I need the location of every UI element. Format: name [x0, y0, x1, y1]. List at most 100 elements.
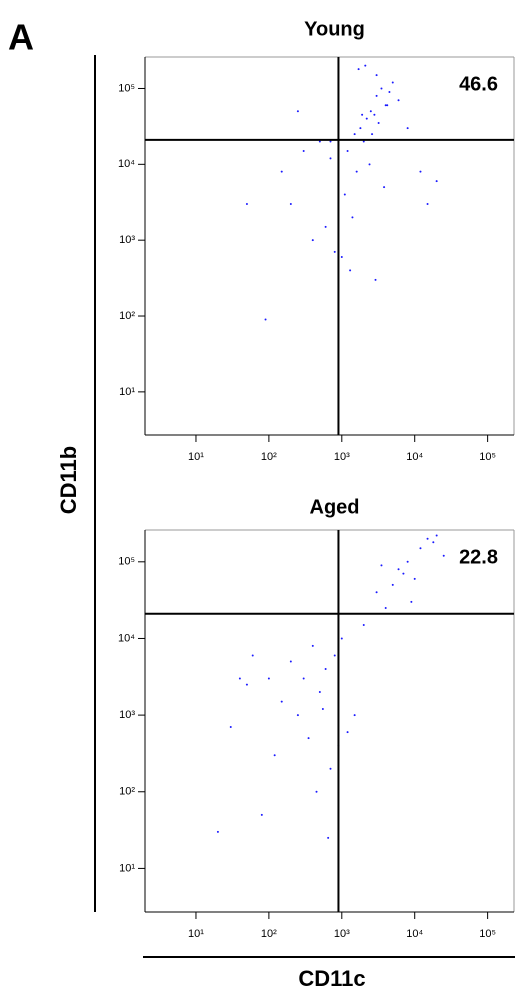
event-dot [329, 767, 332, 770]
event-dot [435, 534, 438, 537]
event-dot [426, 537, 429, 540]
event-dot [273, 754, 276, 757]
event-dot [362, 623, 365, 626]
event-dot [280, 700, 283, 703]
event-dot [413, 577, 416, 580]
event-dot [251, 654, 254, 657]
x-tick-label: 10¹ [188, 451, 204, 463]
event-dot [333, 654, 336, 657]
event-dot [353, 133, 356, 136]
event-dot [302, 149, 305, 152]
quadrant-percent: 22.8 [459, 546, 498, 568]
event-dot [391, 583, 394, 586]
event-dot [346, 731, 349, 734]
x-tick-label: 10⁵ [479, 451, 496, 463]
event-dot [280, 170, 283, 173]
event-dot [349, 269, 352, 272]
event-dot [346, 149, 349, 152]
x-tick-label: 10³ [334, 451, 350, 463]
event-dot [373, 113, 376, 116]
event-dot [419, 547, 422, 550]
event-dot [371, 133, 374, 136]
y-tick-label: 10³ [119, 234, 135, 246]
event-dot [302, 677, 305, 680]
event-dot [327, 836, 330, 839]
event-dot [307, 737, 310, 740]
event-dot [311, 239, 314, 242]
event-dot [402, 572, 405, 575]
event-dot [419, 170, 422, 173]
panel-label: A [8, 17, 34, 58]
x-tick-label: 10⁴ [406, 928, 423, 940]
event-dot [321, 708, 324, 711]
y-axis-label: CD11b [56, 446, 81, 514]
event-dot [289, 660, 292, 663]
event-dot [260, 813, 263, 816]
y-tick-label: 10¹ [119, 862, 135, 874]
y-tick-label: 10⁵ [118, 82, 135, 94]
event-dot [267, 677, 270, 680]
event-dot [216, 830, 219, 833]
event-dot [375, 591, 378, 594]
event-dot [386, 104, 389, 107]
event-dot [329, 157, 332, 160]
event-dot [357, 68, 360, 71]
event-dot [340, 255, 343, 258]
event-dot [380, 564, 383, 567]
x-tick-label: 10³ [334, 928, 350, 940]
event-dot [374, 278, 377, 281]
event-dot [296, 714, 299, 717]
event-dot [329, 140, 332, 143]
event-dot [351, 216, 354, 219]
x-tick-label: 10² [261, 928, 277, 940]
event-dot [375, 74, 378, 77]
event-dot [315, 790, 318, 793]
event-dot [229, 725, 232, 728]
event-dot [359, 127, 362, 130]
event-dot [406, 560, 409, 563]
event-dot [369, 110, 372, 113]
event-dot [340, 637, 343, 640]
event-dot [380, 87, 383, 90]
panel-title: Aged [310, 496, 360, 518]
event-dot [388, 90, 391, 93]
event-dot [432, 541, 435, 544]
event-dot [364, 64, 367, 67]
x-tick-label: 10⁴ [406, 451, 423, 463]
event-dot [410, 600, 413, 603]
y-tick-label: 10³ [119, 709, 135, 721]
event-dot [296, 110, 299, 113]
event-dot [289, 202, 292, 205]
quadrant-percent: 46.6 [459, 73, 498, 95]
y-tick-label: 10² [119, 786, 135, 798]
event-dot [377, 122, 380, 125]
x-tick-label: 10⁵ [479, 928, 496, 940]
event-dot [397, 568, 400, 571]
x-tick-label: 10² [261, 451, 277, 463]
y-tick-label: 10⁴ [118, 158, 135, 170]
event-dot [361, 113, 364, 116]
event-dot [353, 714, 356, 717]
y-tick-label: 10¹ [119, 386, 135, 398]
event-dot [375, 94, 378, 97]
event-dot [397, 99, 400, 102]
event-dot [245, 683, 248, 686]
y-tick-label: 10⁵ [118, 556, 135, 568]
event-dot [435, 180, 438, 183]
event-dot [442, 554, 445, 557]
event-dot [362, 140, 365, 143]
event-dot [264, 318, 267, 321]
event-dot [384, 104, 387, 107]
event-dot [324, 667, 327, 670]
event-dot [365, 117, 368, 120]
event-dot [318, 140, 321, 143]
event-dot [383, 186, 386, 189]
event-dot [245, 202, 248, 205]
event-dot [384, 606, 387, 609]
panel-title: Young [304, 18, 365, 40]
event-dot [324, 225, 327, 228]
y-tick-label: 10² [119, 310, 135, 322]
x-axis-label: CD11c [298, 966, 365, 991]
